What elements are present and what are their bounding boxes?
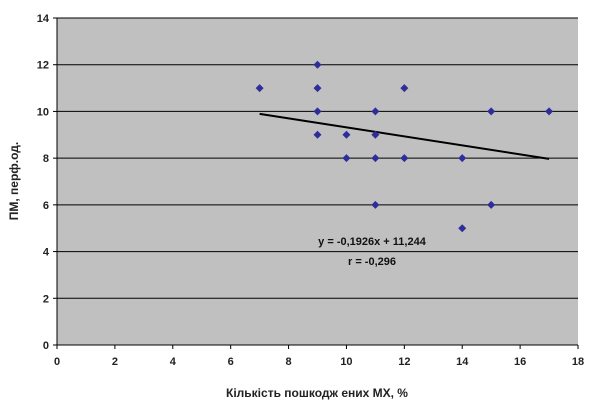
data-point xyxy=(371,154,380,163)
x-tick-label: 12 xyxy=(398,356,410,368)
data-point xyxy=(400,154,409,163)
x-axis-title: Кількість пошкодж ених МХ, % xyxy=(226,386,408,400)
x-tick-label: 8 xyxy=(285,356,291,368)
y-tick-label: 2 xyxy=(43,293,49,305)
x-tick-label: 18 xyxy=(572,356,584,368)
data-point xyxy=(371,130,380,139)
data-point xyxy=(371,200,380,209)
data-point xyxy=(313,107,322,116)
data-point xyxy=(255,84,264,93)
y-axis-title: ПМ, перф.од. xyxy=(7,142,21,221)
y-axis-ticks: 0 2 4 6 8 10 12 14 xyxy=(37,13,57,352)
correlation-annotation: r = -0,296 xyxy=(348,256,396,268)
data-point xyxy=(313,60,322,69)
data-point xyxy=(487,200,496,209)
y-tick-label: 6 xyxy=(43,200,49,212)
data-point xyxy=(458,224,467,233)
y-tick-label: 14 xyxy=(37,13,50,25)
x-tick-label: 14 xyxy=(456,356,469,368)
y-tick-label: 12 xyxy=(37,60,49,72)
equation-annotation: y = -0,1926x + 11,244 xyxy=(318,236,427,248)
data-point xyxy=(313,84,322,93)
data-points xyxy=(255,60,554,233)
x-tick-label: 0 xyxy=(54,356,60,368)
x-tick-label: 6 xyxy=(228,356,234,368)
x-tick-label: 4 xyxy=(170,356,177,368)
data-point xyxy=(342,130,351,139)
data-point xyxy=(487,107,496,116)
x-tick-label: 2 xyxy=(112,356,118,368)
x-axis-ticks: 0 2 4 6 8 10 12 14 16 18 xyxy=(54,345,584,368)
x-tick-label: 10 xyxy=(340,356,352,368)
data-point xyxy=(313,130,322,139)
data-point xyxy=(371,107,380,116)
y-tick-label: 4 xyxy=(43,247,50,259)
data-point xyxy=(458,154,467,163)
plot-area xyxy=(57,18,578,345)
data-point xyxy=(545,107,554,116)
x-tick-label: 16 xyxy=(514,356,526,368)
data-point xyxy=(400,84,409,93)
trendline xyxy=(259,112,550,160)
y-tick-label: 8 xyxy=(43,153,49,165)
y-tick-label: 0 xyxy=(43,340,49,352)
data-point xyxy=(342,154,351,163)
y-tick-label: 10 xyxy=(37,106,49,118)
